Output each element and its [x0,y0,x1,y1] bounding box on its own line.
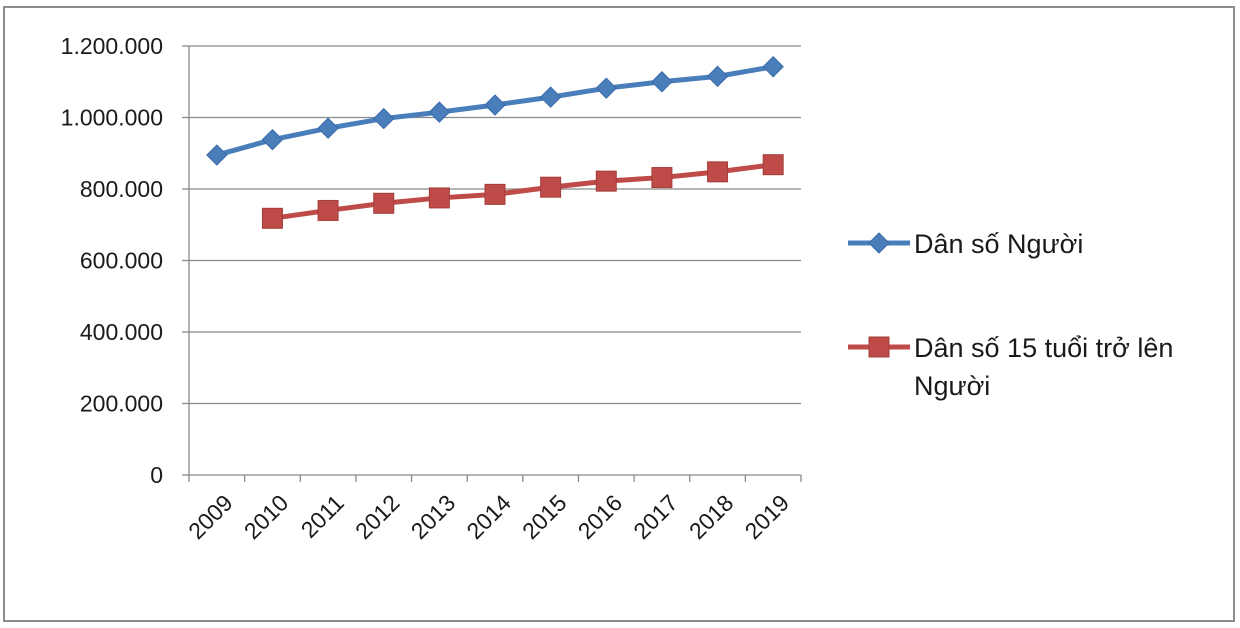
x-tick-label: 2013 [406,490,461,545]
legend: Dân số Người Dân số 15 tuổi trở lên Người [848,229,1173,401]
legend-label: Dân số 15 tuổi trở lên [914,333,1173,363]
data-point [373,107,395,130]
y-tick-label: 800.000 [80,176,163,202]
x-tick-label: 2018 [684,490,739,545]
gridlines [189,45,801,405]
x-tick-label: 2009 [183,490,238,545]
series-group [206,56,784,229]
series-2 [261,154,784,229]
x-tick-label: 2012 [350,490,405,545]
data-point [484,183,506,205]
series-1 [206,56,784,166]
y-tick-label: 600.000 [80,248,163,274]
legend-marker [868,336,890,358]
data-point [484,94,506,116]
legend-label: Dân số Người [914,229,1083,259]
legend-marker [868,232,890,254]
x-tick-labels: 2009 2010 2011 2012 2013 2014 2015 2016 2017 2018… [183,489,794,544]
data-point [540,176,562,198]
data-point [261,207,283,229]
y-tick-label: 200.000 [80,391,163,417]
data-point [707,161,729,183]
data-point [706,65,729,88]
y-tick-label: 1.200.000 [61,33,163,59]
x-tick-label: 2011 [296,490,349,543]
legend-label: Người [914,371,990,401]
x-tick-label: 2014 [461,489,516,544]
legend-item-2: Dân số 15 tuổi trở lên Người [848,333,1173,401]
y-tick-labels: 0 200.000 400.000 600.000 800.000 1.000.000 1.… [61,33,163,488]
axes [182,45,802,482]
data-point [595,77,617,99]
chart-frame [3,6,1235,622]
data-point [428,187,450,209]
data-point [373,192,395,214]
data-point [428,101,451,123]
x-tick-label: 2016 [573,490,628,545]
x-tick-label: 2010 [239,490,294,545]
data-point [539,86,562,108]
y-tick-label: 400.000 [80,319,163,345]
y-tick-label: 0 [150,462,163,488]
data-point [261,128,284,151]
data-point [317,117,339,139]
data-point [317,199,339,221]
legend-item-1: Dân số Người [848,229,1083,259]
data-point [651,71,673,93]
y-tick-label: 1.000.000 [61,105,163,131]
x-tick-label: 2017 [628,490,683,545]
x-tick-label: 2019 [740,490,795,545]
data-point [595,170,617,192]
data-point [762,154,784,176]
x-tick-label: 2015 [517,490,572,545]
data-point [651,167,673,189]
series-line [272,162,774,221]
data-point [762,56,784,78]
data-point [206,144,228,166]
